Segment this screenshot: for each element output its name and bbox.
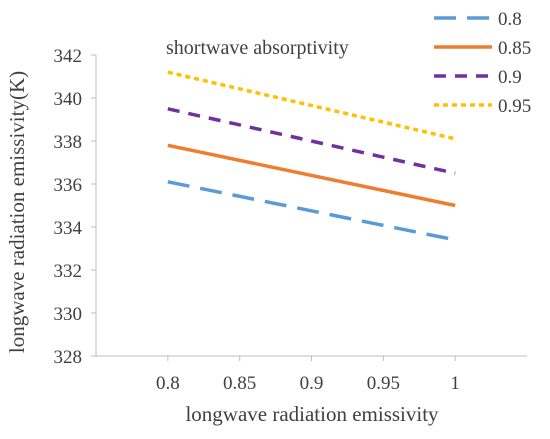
- chart-annotation: shortwave absorptivity: [166, 37, 349, 59]
- legend-label-0-9: 0.9: [498, 67, 522, 88]
- x-tick-label: 0.85: [223, 373, 256, 394]
- x-tick-label: 0.8: [156, 373, 180, 394]
- axes-layer: 328 330 332 334 336 338 340 342 0.8 0.85 0.9 0.95 1: [54, 46, 527, 394]
- x-axis-title: longwave radiation emissivity: [185, 402, 439, 426]
- y-tick-label: 334: [54, 218, 83, 239]
- y-tick-label: 328: [54, 347, 83, 368]
- y-axis-title: longwave radiation emissivity(K): [5, 71, 29, 353]
- series-line-0-9: [167, 107, 456, 176]
- x-tick-label: 1: [450, 373, 460, 394]
- legend-label-0-8: 0.8: [498, 9, 522, 30]
- legend-layer: 0.8 0.85 0.9 0.95: [434, 9, 531, 117]
- x-tick-label: 0.9: [300, 373, 324, 394]
- y-tick-label: 330: [54, 304, 83, 325]
- series-line-0-8: [167, 180, 456, 242]
- series-layer: [167, 70, 456, 242]
- legend-label-0-85: 0.85: [498, 38, 531, 59]
- y-tick-label: 332: [54, 261, 83, 282]
- series-line-0-95: [167, 70, 456, 141]
- series-line-0-85: [167, 143, 456, 208]
- x-tick-label: 0.95: [367, 373, 400, 394]
- legend-label-0-95: 0.95: [498, 96, 531, 117]
- y-tick-label: 342: [54, 46, 83, 67]
- y-tick-label: 338: [54, 132, 83, 153]
- y-tick-label: 340: [54, 89, 83, 110]
- y-tick-label: 336: [54, 175, 83, 196]
